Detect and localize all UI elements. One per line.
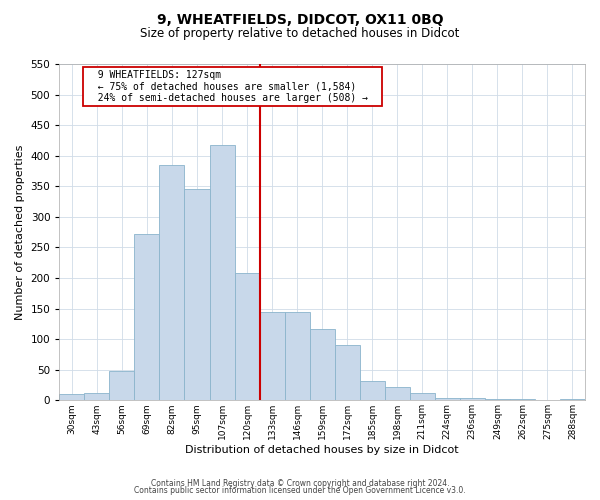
Bar [260, 312, 284, 400]
Bar [410, 393, 435, 400]
Bar [560, 399, 585, 400]
Bar [85, 393, 109, 400]
Bar [134, 234, 160, 400]
Bar [235, 273, 260, 400]
Bar [310, 329, 335, 400]
Bar [184, 190, 209, 400]
Bar [485, 399, 510, 400]
Bar [335, 346, 360, 401]
Bar [510, 399, 535, 400]
Text: 9, WHEATFIELDS, DIDCOT, OX11 0BQ: 9, WHEATFIELDS, DIDCOT, OX11 0BQ [157, 12, 443, 26]
Text: Size of property relative to detached houses in Didcot: Size of property relative to detached ho… [140, 28, 460, 40]
Bar [109, 371, 134, 400]
Bar [460, 398, 485, 400]
Text: Contains public sector information licensed under the Open Government Licence v3: Contains public sector information licen… [134, 486, 466, 495]
Text: 9 WHEATFIELDS: 127sqm
  ← 75% of detached houses are smaller (1,584)
  24% of se: 9 WHEATFIELDS: 127sqm ← 75% of detached … [86, 70, 379, 103]
Bar [385, 387, 410, 400]
X-axis label: Distribution of detached houses by size in Didcot: Distribution of detached houses by size … [185, 445, 459, 455]
Bar [59, 394, 85, 400]
Y-axis label: Number of detached properties: Number of detached properties [15, 144, 25, 320]
Bar [160, 165, 184, 400]
Bar [209, 144, 235, 400]
Bar [284, 312, 310, 400]
Bar [435, 398, 460, 400]
Text: Contains HM Land Registry data © Crown copyright and database right 2024.: Contains HM Land Registry data © Crown c… [151, 478, 449, 488]
Bar [360, 380, 385, 400]
